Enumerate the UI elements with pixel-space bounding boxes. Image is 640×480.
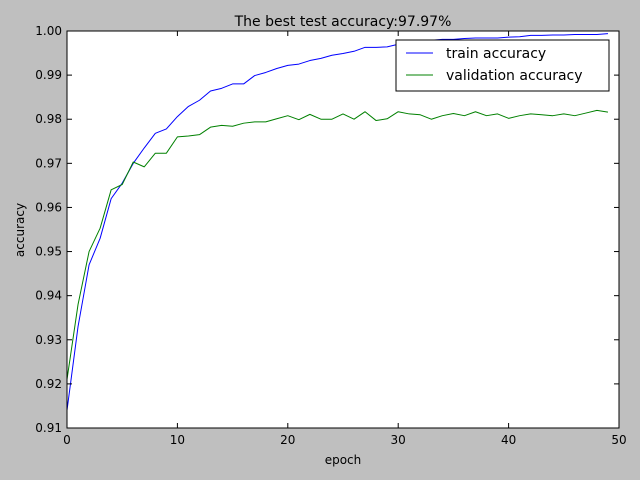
- series-line-0: [66, 33, 608, 411]
- y-tick-label: 0.95: [35, 245, 62, 259]
- legend-label-train: train accuracy: [446, 46, 546, 62]
- x-tick-label: 0: [63, 433, 71, 447]
- y-tick-label: 1.00: [35, 24, 62, 38]
- x-tick-label: 10: [170, 433, 185, 447]
- chart-title: The best test accuracy:97.97%: [234, 14, 452, 30]
- y-tick-label: 0.96: [35, 200, 62, 214]
- series-line-1: [66, 109, 609, 380]
- y-tick-label: 0.93: [35, 333, 62, 347]
- legend-label-validation: validation accuracy: [446, 68, 583, 84]
- plot-area: [67, 31, 619, 428]
- series-layer: [66, 33, 609, 411]
- y-tick-label: 0.92: [35, 377, 62, 391]
- x-tick-label: 40: [501, 433, 516, 447]
- x-tick-label: 30: [391, 433, 406, 447]
- y-tick-label: 0.99: [35, 68, 62, 82]
- plot-frame: [66, 30, 620, 429]
- y-axis-label: accuracy: [13, 203, 27, 257]
- y-tick-label: 0.97: [35, 156, 62, 170]
- x-tick-label: 50: [611, 433, 626, 447]
- y-tick-label: 0.94: [35, 289, 62, 303]
- x-axis-label: epoch: [325, 453, 362, 467]
- legend-frame: [395, 39, 610, 92]
- x-tick-label: 20: [280, 433, 295, 447]
- y-tick-label: 0.98: [35, 112, 62, 126]
- y-tick-label: 0.91: [35, 421, 62, 435]
- legend: train accuracy validation accuracy: [395, 39, 610, 92]
